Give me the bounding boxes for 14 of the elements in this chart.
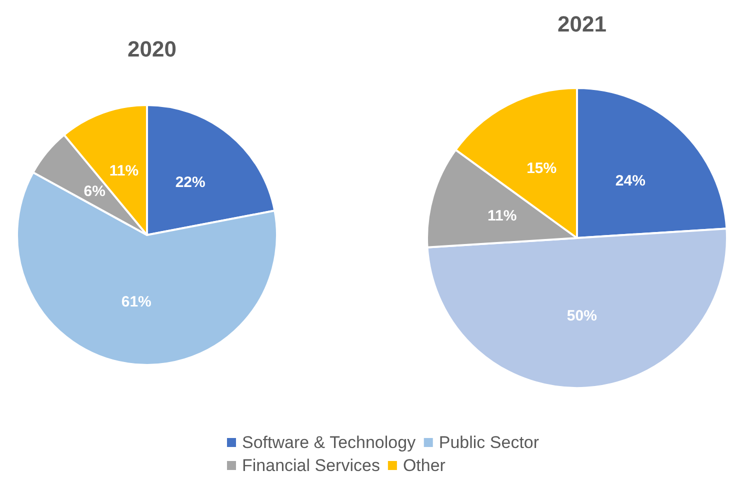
data-label: 15% <box>526 160 557 177</box>
data-label: 50% <box>566 307 597 324</box>
slice-label: 2021 <box>558 12 606 36</box>
legend-label: Software & Technology <box>242 433 416 452</box>
data-label: 11% <box>487 208 517 225</box>
legend-label: Public Sector <box>438 433 540 452</box>
data-label: 11% <box>109 162 139 180</box>
legend-label: Financial Services <box>242 456 380 475</box>
legend-label: Other <box>402 456 446 475</box>
data-label: 24% <box>615 172 646 190</box>
data-label: 6% <box>84 183 106 200</box>
slice-label: 2020 <box>128 36 176 62</box>
data-label: 22% <box>175 174 206 192</box>
data-label: 61% <box>121 294 152 311</box>
